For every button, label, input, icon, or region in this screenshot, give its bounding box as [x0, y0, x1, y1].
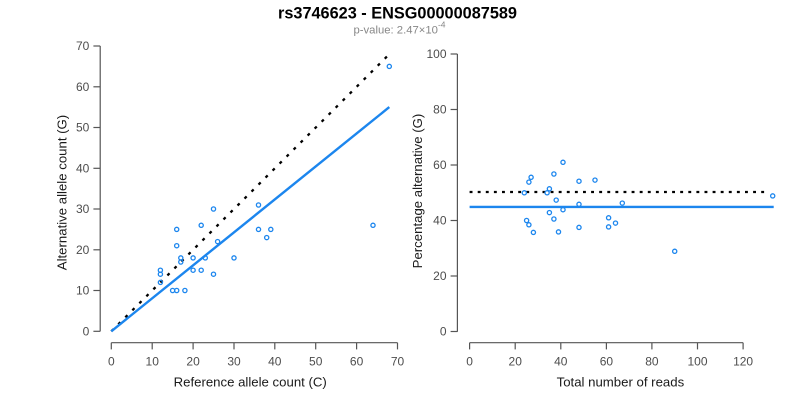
- svg-text:0: 0: [466, 354, 473, 368]
- svg-text:80: 80: [645, 354, 659, 368]
- svg-text:60: 60: [600, 354, 614, 368]
- svg-text:60: 60: [433, 158, 447, 172]
- svg-text:40: 40: [76, 162, 90, 176]
- svg-text:20: 20: [509, 354, 523, 368]
- svg-text:20: 20: [76, 243, 90, 257]
- svg-text:rs3746623 - ENSG00000087589: rs3746623 - ENSG00000087589: [278, 5, 517, 23]
- svg-text:Percentage alternative (G): Percentage alternative (G): [410, 114, 425, 269]
- svg-text:40: 40: [268, 354, 282, 368]
- svg-text:30: 30: [227, 354, 241, 368]
- svg-text:50: 50: [76, 121, 90, 135]
- svg-text:Alternative allele count (G): Alternative allele count (G): [55, 115, 70, 270]
- svg-text:Reference allele count (C): Reference allele count (C): [174, 375, 327, 390]
- svg-text:0: 0: [108, 354, 115, 368]
- svg-text:100: 100: [687, 354, 707, 368]
- svg-text:50: 50: [309, 354, 323, 368]
- svg-text:20: 20: [186, 354, 200, 368]
- svg-text:20: 20: [433, 269, 447, 283]
- svg-text:p-value: 2.47×10-4: p-value: 2.47×10-4: [353, 20, 445, 37]
- svg-text:70: 70: [391, 354, 405, 368]
- svg-text:120: 120: [733, 354, 753, 368]
- svg-text:10: 10: [76, 284, 90, 298]
- svg-text:70: 70: [76, 39, 90, 53]
- svg-text:60: 60: [76, 80, 90, 94]
- svg-text:10: 10: [146, 354, 160, 368]
- svg-text:100: 100: [426, 47, 446, 61]
- svg-text:80: 80: [433, 103, 447, 117]
- svg-text:30: 30: [76, 202, 90, 216]
- svg-text:Total number of reads: Total number of reads: [557, 375, 685, 390]
- svg-text:0: 0: [440, 325, 447, 339]
- svg-text:40: 40: [433, 214, 447, 228]
- svg-text:40: 40: [554, 354, 568, 368]
- svg-text:60: 60: [350, 354, 364, 368]
- svg-text:0: 0: [83, 325, 90, 339]
